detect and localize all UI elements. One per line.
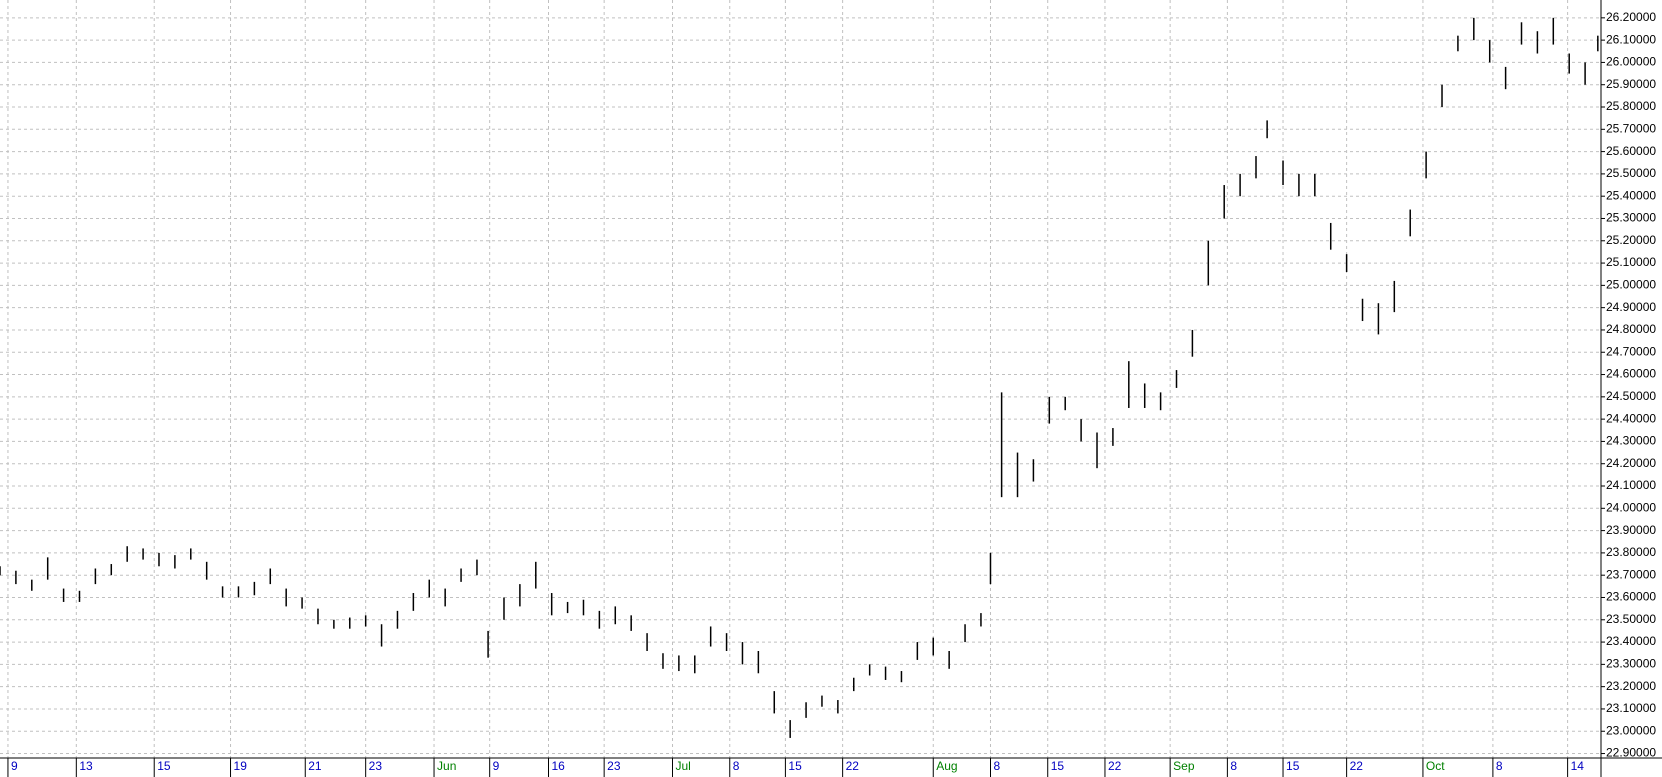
x-tick-label: 19 [234, 759, 248, 773]
y-tick-label: 26.00000 [1606, 55, 1656, 69]
y-tick-label: 23.60000 [1606, 590, 1656, 604]
x-tick-label: 22 [1350, 759, 1364, 773]
y-tick-label: 25.70000 [1606, 121, 1656, 135]
y-tick-label: 24.00000 [1606, 500, 1656, 514]
y-tick-label: 23.50000 [1606, 612, 1656, 626]
x-tick-label: 15 [157, 759, 171, 773]
y-tick-label: 24.10000 [1606, 478, 1656, 492]
x-tick-label: Jun [437, 759, 456, 773]
x-tick-label: 14 [1571, 759, 1585, 773]
y-tick-label: 22.90000 [1606, 746, 1656, 760]
y-tick-label: 23.30000 [1606, 657, 1656, 671]
x-tick-label: 8 [993, 759, 1000, 773]
y-tick-label: 24.80000 [1606, 322, 1656, 336]
x-tick-label: 13 [79, 759, 93, 773]
x-tick-label: 16 [552, 759, 566, 773]
x-tick-label: 23 [607, 759, 621, 773]
y-tick-label: 25.90000 [1606, 77, 1656, 91]
x-tick-label: 23 [369, 759, 383, 773]
y-tick-label: 25.60000 [1606, 144, 1656, 158]
y-tick-label: 24.30000 [1606, 434, 1656, 448]
x-tick-label: Oct [1426, 759, 1445, 773]
x-tick-label: Jul [676, 759, 691, 773]
y-tick-label: 23.10000 [1606, 701, 1656, 715]
y-tick-label: 26.20000 [1606, 10, 1656, 24]
y-tick-label: 25.10000 [1606, 255, 1656, 269]
y-tick-label: 24.60000 [1606, 367, 1656, 381]
x-tick-label: 22 [846, 759, 860, 773]
y-tick-label: 24.40000 [1606, 411, 1656, 425]
x-tick-label: 15 [1051, 759, 1065, 773]
y-tick-label: 23.80000 [1606, 545, 1656, 559]
y-tick-label: 25.40000 [1606, 188, 1656, 202]
y-tick-label: 23.00000 [1606, 723, 1656, 737]
x-tick-label: 15 [788, 759, 802, 773]
y-tick-label: 25.30000 [1606, 211, 1656, 225]
y-tick-label: 25.80000 [1606, 99, 1656, 113]
x-tick-label: 9 [11, 759, 18, 773]
y-tick-label: 23.90000 [1606, 523, 1656, 537]
y-tick-label: 25.20000 [1606, 233, 1656, 247]
x-tick-label: 21 [308, 759, 322, 773]
y-tick-label: 23.70000 [1606, 567, 1656, 581]
x-tick-label: 8 [733, 759, 740, 773]
y-tick-label: 23.40000 [1606, 634, 1656, 648]
y-tick-label: 24.90000 [1606, 300, 1656, 314]
x-tick-label: 8 [1496, 759, 1503, 773]
y-tick-label: 25.50000 [1606, 166, 1656, 180]
x-tick-label: Aug [936, 759, 957, 773]
x-tick-label: Sep [1173, 759, 1195, 773]
x-tick-label: 9 [493, 759, 500, 773]
y-tick-label: 24.20000 [1606, 456, 1656, 470]
y-tick-label: 25.00000 [1606, 278, 1656, 292]
y-tick-label: 24.70000 [1606, 344, 1656, 358]
y-tick-label: 26.10000 [1606, 32, 1656, 46]
x-tick-label: 15 [1286, 759, 1300, 773]
y-tick-label: 23.20000 [1606, 679, 1656, 693]
x-tick-label: 8 [1230, 759, 1237, 773]
y-tick-label: 24.50000 [1606, 389, 1656, 403]
x-tick-label: 22 [1108, 759, 1122, 773]
